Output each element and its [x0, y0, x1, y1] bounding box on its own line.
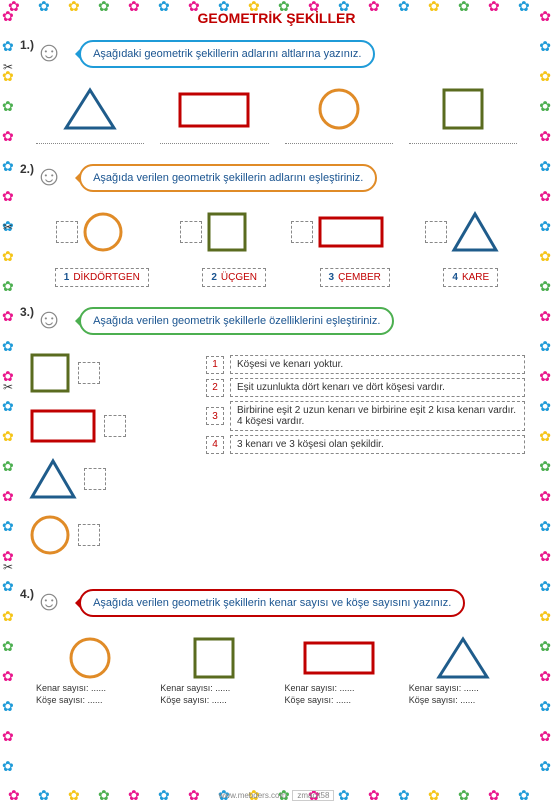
opt-num: 1 — [206, 356, 224, 374]
kenar-line[interactable]: Kenar sayısı: ...... — [285, 683, 393, 693]
kose-line[interactable]: Köşe sayısı: ...... — [285, 695, 393, 705]
q2-labels-row: 1DİKDÖRTGEN 2ÜÇGEN 3ÇEMBER 4KARE — [28, 268, 525, 287]
question-1: 1.) ☺ Aşağıdaki geometrik şekillerin adl… — [28, 30, 525, 144]
footer-author: zmacit58 — [292, 790, 334, 801]
match-box[interactable] — [180, 221, 202, 243]
label-option: 2ÜÇGEN — [202, 268, 266, 287]
scissors-icon: ✂ — [3, 220, 13, 234]
kose-line[interactable]: Köşe sayısı: ...... — [409, 695, 517, 705]
match-box[interactable] — [56, 221, 78, 243]
kenar-line[interactable]: Kenar sayısı: ...... — [36, 683, 144, 693]
scissors-icon: ✂ — [3, 60, 13, 74]
footer-site: www.mebders.com — [219, 791, 287, 800]
answer-line[interactable] — [285, 136, 393, 144]
match-box[interactable] — [78, 362, 100, 384]
child-icon: ☺ — [28, 579, 70, 627]
opt-text: Köşesi ve kenarı yoktur. — [230, 355, 525, 374]
child-icon: ☺ — [28, 30, 70, 78]
q2-number: 2.) — [20, 162, 34, 176]
label-option: 1DİKDÖRTGEN — [55, 268, 149, 287]
scissors-icon: ✂ — [3, 380, 13, 394]
child-icon: ☺ — [28, 154, 70, 202]
q3-prompt: Aşağıda verilen geometrik şekillerle öze… — [79, 307, 394, 335]
question-3: 3.) ☺ Aşağıda verilen geometrik şekiller… — [28, 297, 525, 569]
match-box[interactable] — [104, 415, 126, 437]
label-option: 4KARE — [443, 268, 498, 287]
match-box[interactable] — [84, 468, 106, 490]
kenar-line[interactable]: Kenar sayısı: ...... — [409, 683, 517, 693]
answer-line[interactable] — [409, 136, 517, 144]
match-box[interactable] — [425, 221, 447, 243]
match-box[interactable] — [291, 221, 313, 243]
question-2: 2.) ☺ Aşağıda verilen geometrik şekiller… — [28, 154, 525, 287]
opt-num: 4 — [206, 436, 224, 454]
q1-shapes-row — [28, 86, 525, 144]
opt-num: 3 — [206, 407, 224, 425]
match-box[interactable] — [78, 524, 100, 546]
scissors-icon: ✂ — [3, 560, 13, 574]
page-title: GEOMETRİK ŞEKİLLER — [28, 10, 525, 26]
q1-number: 1.) — [20, 38, 34, 52]
q4-shapes-row: Kenar sayısı: ...... Köşe sayısı: ......… — [28, 635, 525, 707]
q2-shapes-row — [28, 210, 525, 254]
answer-line[interactable] — [36, 136, 144, 144]
question-4: 4.) ☺ Aşağıda verilen geometrik şekiller… — [28, 579, 525, 707]
kose-line[interactable]: Köşe sayısı: ...... — [160, 695, 268, 705]
q3-options-column: 1 Köşesi ve kenarı yoktur. 2 Eşit uzunlukt… — [206, 351, 525, 569]
kenar-line[interactable]: Kenar sayısı: ...... — [160, 683, 268, 693]
opt-text: Eşit uzunlukta dört kenarı ve dört köşes… — [230, 378, 525, 397]
answer-line[interactable] — [160, 136, 268, 144]
q1-prompt: Aşağıdaki geometrik şekillerin adlarını … — [79, 40, 375, 68]
q2-prompt: Aşağıda verilen geometrik şekillerin adl… — [79, 164, 377, 192]
label-option: 3ÇEMBER — [320, 268, 390, 287]
opt-text: Birbirine eşit 2 uzun kenarı ve birbirin… — [230, 401, 525, 431]
child-icon: ☺ — [28, 297, 70, 345]
q4-prompt: Aşağıda verilen geometrik şekillerin ken… — [79, 589, 465, 617]
worksheet-content: GEOMETRİK ŞEKİLLER 1.) ☺ Aşağıdaki geome… — [28, 10, 525, 782]
kose-line[interactable]: Köşe sayısı: ...... — [36, 695, 144, 705]
q3-number: 3.) — [20, 305, 34, 319]
q4-number: 4.) — [20, 587, 34, 601]
q3-shapes-column — [28, 351, 198, 569]
footer: www.mebders.com zmacit58 — [0, 791, 553, 800]
opt-text: 3 kenarı ve 3 köşesi olan şekildir. — [230, 435, 525, 454]
opt-num: 2 — [206, 379, 224, 397]
